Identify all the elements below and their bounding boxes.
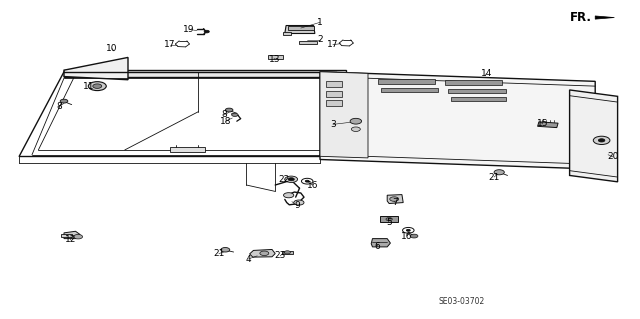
Circle shape (294, 200, 304, 205)
Polygon shape (570, 90, 618, 182)
Circle shape (305, 180, 309, 182)
Text: 3: 3 (330, 120, 335, 129)
Text: 16: 16 (307, 181, 318, 189)
Circle shape (60, 99, 68, 103)
Text: 2: 2 (317, 35, 323, 44)
Circle shape (232, 113, 238, 116)
Circle shape (225, 108, 233, 112)
Text: 23: 23 (275, 251, 286, 260)
Polygon shape (371, 239, 390, 247)
Text: 8: 8 (221, 110, 227, 119)
Text: 22: 22 (278, 175, 290, 184)
Text: 17: 17 (164, 40, 175, 49)
Text: 12: 12 (65, 235, 76, 244)
Circle shape (593, 136, 610, 145)
Text: 9: 9 (295, 201, 300, 210)
Polygon shape (445, 80, 502, 85)
Text: 11: 11 (83, 82, 94, 91)
Polygon shape (326, 91, 342, 97)
Polygon shape (448, 89, 506, 93)
Polygon shape (326, 100, 342, 106)
Circle shape (88, 82, 106, 91)
Text: 6: 6 (375, 242, 380, 251)
Polygon shape (170, 147, 205, 152)
Polygon shape (326, 81, 342, 87)
Circle shape (74, 234, 83, 239)
Text: 16: 16 (401, 232, 413, 241)
Polygon shape (250, 249, 275, 257)
Circle shape (410, 234, 418, 238)
Circle shape (406, 229, 410, 231)
Circle shape (204, 30, 209, 33)
Text: 20: 20 (607, 152, 619, 161)
Circle shape (284, 193, 294, 198)
Polygon shape (64, 57, 128, 80)
Polygon shape (320, 72, 368, 158)
Circle shape (93, 84, 102, 88)
Polygon shape (288, 26, 314, 30)
Polygon shape (595, 16, 614, 19)
Polygon shape (268, 55, 283, 59)
Polygon shape (538, 122, 558, 128)
Text: 21: 21 (488, 173, 500, 182)
Polygon shape (61, 234, 72, 237)
Polygon shape (320, 72, 595, 169)
Text: 18: 18 (220, 117, 231, 126)
Text: 4: 4 (246, 255, 251, 263)
Text: 21: 21 (213, 249, 225, 258)
Polygon shape (285, 26, 315, 33)
Circle shape (494, 170, 504, 175)
Text: 13: 13 (269, 56, 281, 64)
Text: 17: 17 (327, 40, 339, 49)
Text: 19: 19 (183, 25, 195, 34)
Circle shape (598, 139, 605, 142)
Polygon shape (283, 32, 291, 35)
Circle shape (351, 127, 360, 131)
Polygon shape (64, 231, 80, 239)
Text: 8: 8 (56, 102, 61, 111)
Text: SE03-03702: SE03-03702 (438, 297, 484, 306)
Polygon shape (378, 79, 435, 84)
Polygon shape (387, 195, 403, 204)
Circle shape (288, 178, 294, 181)
Text: FR.: FR. (570, 11, 592, 24)
Polygon shape (320, 134, 346, 156)
Circle shape (284, 251, 291, 254)
Polygon shape (282, 251, 293, 254)
Polygon shape (451, 97, 506, 101)
Circle shape (386, 218, 392, 221)
Text: 5: 5 (387, 218, 392, 227)
Circle shape (390, 197, 399, 201)
Text: 1: 1 (317, 18, 323, 27)
Polygon shape (380, 216, 398, 222)
Text: 14: 14 (481, 69, 492, 78)
Circle shape (350, 118, 362, 124)
Polygon shape (381, 88, 438, 92)
Text: 10: 10 (106, 44, 118, 53)
Circle shape (260, 251, 269, 256)
Text: 7: 7 (393, 198, 398, 207)
Polygon shape (299, 41, 317, 44)
Polygon shape (64, 70, 346, 77)
Text: 15: 15 (537, 119, 548, 128)
Circle shape (285, 176, 298, 182)
Circle shape (221, 248, 230, 252)
